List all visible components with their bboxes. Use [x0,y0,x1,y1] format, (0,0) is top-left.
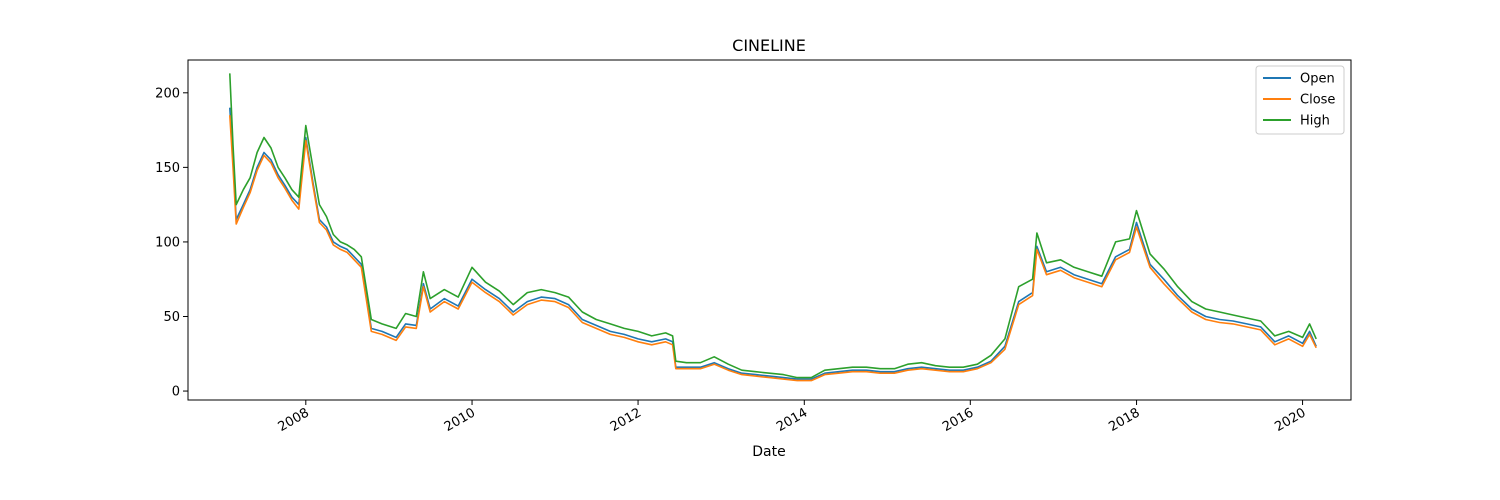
y-tick-label: 150 [155,161,180,176]
x-tick-label: 2010 [442,405,478,435]
y-tick-label: 100 [155,235,180,250]
x-tick-label: 2020 [1272,405,1308,435]
series-line-open [229,107,1317,380]
x-tick-label: 2012 [608,405,644,435]
series-line-high [229,73,1317,379]
x-tick-label: 2008 [276,405,312,435]
legend: Open Close High [1255,65,1345,135]
y-axis: 0 50 100 150 200 [155,86,188,400]
plot-frame [187,59,1352,401]
x-tick-label: 2014 [774,405,810,435]
legend-label-open: Open [1300,72,1335,87]
x-axis: 2008 2010 2012 2014 2016 2018 2020 [276,400,1309,435]
legend-box [1255,65,1345,135]
series-layer [229,73,1317,382]
x-tick-label: 2018 [1106,405,1142,435]
y-tick-label: 200 [155,86,180,101]
series-line-close [229,115,1317,382]
x-axis-title: Date [752,444,785,460]
chart-title: CINELINE [732,36,806,55]
y-tick-label: 0 [172,385,180,400]
x-tick-label: 2016 [940,405,976,435]
legend-label-close: Close [1300,93,1335,108]
y-tick-label: 50 [163,310,180,325]
legend-label-high: High [1300,114,1330,129]
